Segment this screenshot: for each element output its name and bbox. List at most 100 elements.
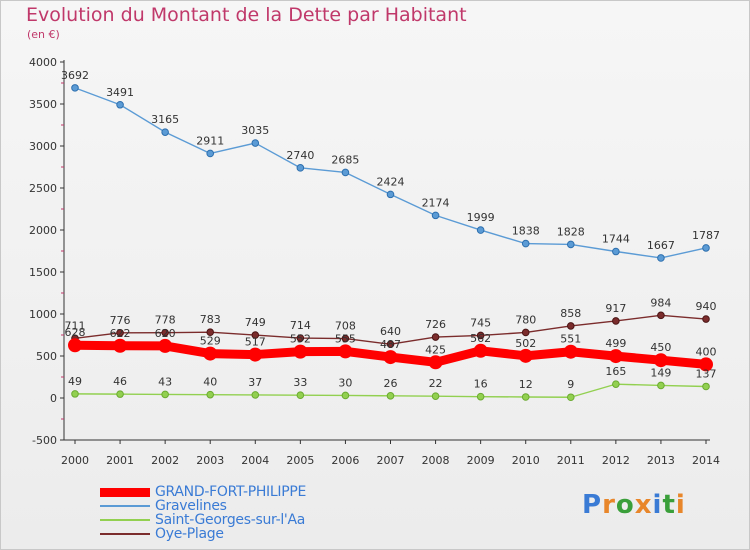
x-tick-label: 2002 (151, 454, 179, 467)
data-label: 30 (338, 376, 352, 389)
data-point (158, 338, 173, 353)
data-point (203, 346, 218, 361)
data-point (566, 240, 575, 249)
data-point (657, 254, 665, 262)
data-point (699, 357, 713, 372)
y-tick-label: 2000 (29, 224, 57, 237)
x-tick-label: 2004 (241, 454, 269, 467)
x-tick-label: 2014 (692, 454, 720, 467)
data-point (386, 340, 395, 349)
data-point (386, 392, 395, 400)
data-label: 450 (650, 341, 671, 354)
data-label: 640 (380, 325, 401, 338)
data-point (521, 328, 530, 337)
data-label: 2424 (377, 175, 405, 188)
data-point (296, 334, 305, 342)
data-label: 400 (696, 345, 717, 358)
x-tick-label: 2010 (512, 454, 540, 467)
logo-letter: P (582, 490, 603, 520)
y-tick-label: 1000 (29, 308, 57, 321)
data-label: 726 (425, 318, 446, 331)
data-label: 620 (155, 327, 176, 340)
data-point (248, 347, 263, 362)
data-point (431, 392, 440, 400)
data-point (612, 317, 620, 325)
legend-swatch (100, 505, 150, 507)
data-label: 37 (248, 376, 262, 389)
data-label: 917 (605, 302, 626, 315)
y-tick-label: 0 (50, 392, 57, 405)
data-point (563, 344, 578, 359)
legend-label: Saint-Georges-sur-l'Aa (155, 512, 306, 528)
data-label: 3692 (61, 69, 89, 82)
data-label: 3035 (241, 124, 269, 137)
data-point (612, 247, 620, 256)
data-point (702, 382, 710, 391)
data-label: 49 (68, 375, 82, 388)
legend-item: Gravelines (100, 498, 460, 514)
data-label: 40 (203, 376, 217, 389)
y-tick-label: 3500 (29, 98, 57, 111)
legend-item: GRAND-FORT-PHILIPPE (100, 484, 460, 500)
data-label: 425 (425, 343, 446, 356)
data-label: 783 (200, 313, 221, 326)
logo-letter: o (615, 490, 635, 520)
data-label: 2174 (422, 196, 450, 209)
data-label: 1667 (647, 239, 675, 252)
legend-item: Saint-Georges-sur-l'Aa (100, 512, 460, 528)
logo-letter: i (652, 490, 663, 520)
data-point (702, 315, 710, 323)
data-label: 1999 (467, 211, 495, 224)
legend-label: Gravelines (155, 498, 227, 514)
legend-swatch (100, 533, 150, 535)
data-label: 984 (650, 296, 671, 309)
data-point (206, 390, 215, 399)
data-point (341, 168, 350, 177)
data-label: 1828 (557, 225, 585, 238)
data-point (293, 344, 308, 359)
legend-swatch (100, 487, 150, 497)
legend-swatch (100, 519, 150, 521)
data-label: 26 (384, 377, 398, 390)
data-point (518, 348, 533, 363)
data-label: 487 (380, 338, 401, 351)
data-label: 628 (65, 326, 86, 339)
data-label: 499 (605, 337, 626, 350)
data-point (657, 381, 665, 390)
data-point (566, 322, 575, 330)
y-tick-label: 1500 (29, 266, 57, 279)
data-point (431, 333, 440, 341)
data-label: 551 (560, 333, 581, 346)
x-tick-label: 2001 (106, 454, 134, 467)
x-tick-label: 2003 (196, 454, 224, 467)
data-point (476, 331, 485, 340)
data-point (161, 128, 169, 136)
data-label: 12 (519, 378, 533, 391)
chart-title: Evolution du Montant de la Dette par Hab… (26, 4, 467, 26)
data-point (341, 391, 350, 400)
data-point (476, 226, 485, 234)
data-label: 9 (567, 378, 574, 391)
x-tick-label: 2006 (331, 454, 359, 467)
x-tick-label: 2009 (467, 454, 495, 467)
data-label: 1787 (692, 229, 720, 242)
data-label: 711 (65, 319, 86, 332)
x-tick-label: 2013 (647, 454, 675, 467)
data-point (116, 390, 124, 398)
data-label: 552 (290, 333, 311, 346)
legend-item: Oye-Plage (100, 526, 460, 542)
data-label: 149 (650, 366, 671, 379)
logo-letter: i (675, 490, 686, 520)
data-point (296, 391, 305, 400)
data-label: 43 (158, 375, 172, 388)
y-tick-label: 4000 (29, 56, 57, 69)
data-point (608, 349, 623, 364)
x-tick-label: 2005 (286, 454, 314, 467)
logo-letter: t (662, 490, 676, 520)
x-tick-label: 2011 (557, 454, 585, 467)
legend-label: GRAND-FORT-PHILIPPE (155, 484, 307, 500)
data-label: 1744 (602, 233, 630, 246)
y-tick-label: 2500 (29, 182, 57, 195)
proxiti-logo: Proxiti (582, 490, 686, 520)
